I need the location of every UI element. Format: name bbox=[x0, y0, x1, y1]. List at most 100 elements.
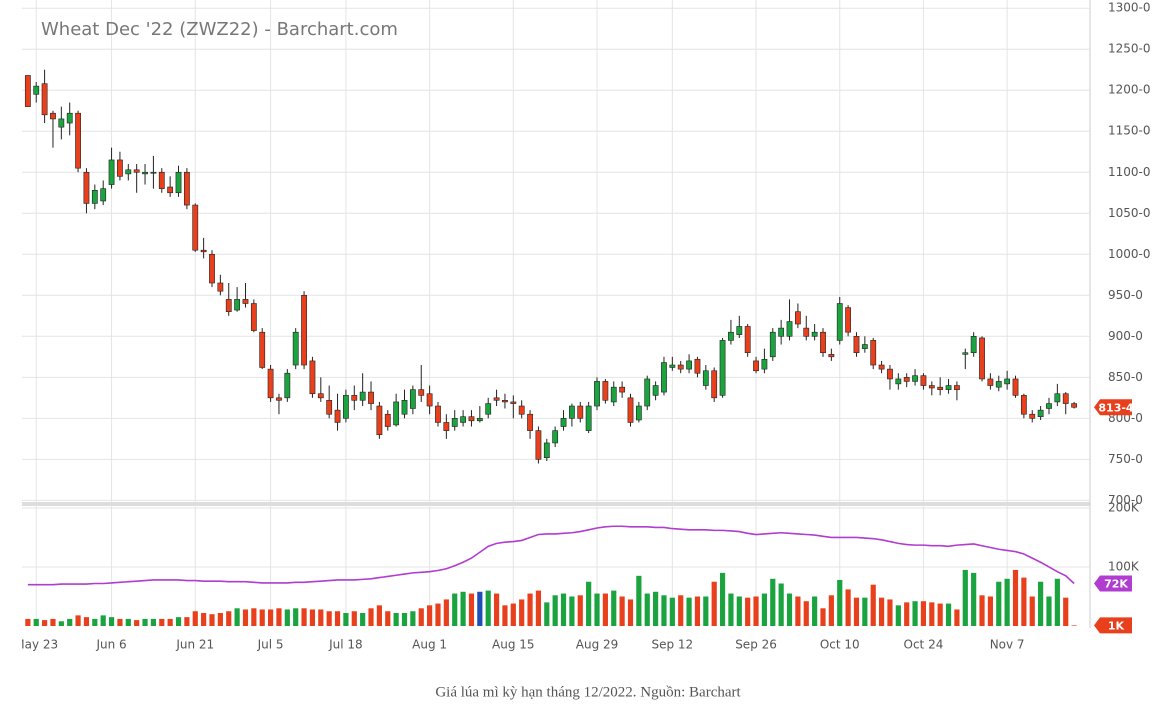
volume-bar bbox=[569, 596, 575, 626]
volume-bar bbox=[251, 608, 257, 626]
x-tick-label: Oct 24 bbox=[904, 638, 944, 652]
open-interest-badge-bg bbox=[1094, 575, 1132, 592]
volume-bar bbox=[945, 603, 952, 626]
candle-body bbox=[183, 171, 190, 206]
volume-bar bbox=[904, 602, 910, 626]
volume-bar bbox=[1038, 581, 1044, 626]
candle-body bbox=[418, 389, 425, 396]
candle-body bbox=[284, 372, 291, 399]
candle-body bbox=[276, 397, 282, 401]
volume-bar bbox=[996, 581, 1002, 626]
y-tick-label: 1000-0 bbox=[1108, 247, 1151, 261]
volume-bar bbox=[962, 569, 968, 626]
volume-bar bbox=[577, 595, 583, 626]
candle-body bbox=[250, 303, 257, 331]
volume-bar bbox=[703, 596, 709, 626]
candle-body bbox=[117, 159, 123, 177]
volume-bar bbox=[686, 597, 692, 626]
candle-body bbox=[610, 386, 617, 403]
volume-bar bbox=[435, 603, 441, 626]
candle-body bbox=[518, 405, 525, 415]
volume-bar bbox=[452, 593, 458, 626]
candle-body bbox=[510, 401, 517, 404]
volume-bar bbox=[150, 618, 157, 626]
y-tick-label: 1100-0 bbox=[1108, 165, 1151, 179]
y-tick-label: 950-0 bbox=[1108, 288, 1143, 302]
candle-body bbox=[644, 378, 651, 407]
volume-bar bbox=[351, 611, 357, 626]
candle-body bbox=[150, 171, 157, 174]
volume-bar bbox=[1071, 625, 1077, 626]
volume-bar bbox=[125, 618, 131, 626]
candle-body bbox=[175, 171, 182, 194]
y-tick-label: 1050-0 bbox=[1108, 206, 1151, 220]
volume-bar bbox=[619, 596, 625, 626]
candle-body bbox=[292, 331, 299, 366]
volume-bar bbox=[719, 572, 726, 626]
candle-body bbox=[75, 112, 81, 169]
volume-bar bbox=[108, 617, 115, 626]
y-tick-label: 1300-0 bbox=[1108, 1, 1151, 15]
volume-bar bbox=[711, 581, 717, 626]
volume-bar bbox=[468, 593, 475, 626]
price-pane bbox=[24, 69, 1077, 464]
candle-body bbox=[1020, 395, 1027, 415]
candle-body bbox=[736, 326, 743, 335]
candle-body bbox=[870, 340, 877, 366]
volume-bar bbox=[410, 611, 416, 626]
volume-bar bbox=[58, 621, 64, 626]
volume-bar bbox=[954, 609, 960, 626]
candle-body bbox=[895, 378, 902, 385]
volume-bar bbox=[502, 605, 508, 626]
volume-bar bbox=[594, 593, 600, 626]
candle-body bbox=[686, 360, 692, 370]
volume-bar bbox=[267, 609, 274, 626]
open-interest-badge: 72K bbox=[1104, 578, 1128, 591]
candle-body bbox=[820, 331, 826, 354]
volume-bar bbox=[67, 618, 73, 626]
volume-bar bbox=[75, 615, 81, 626]
candle-body bbox=[393, 401, 400, 426]
volume-bar bbox=[83, 617, 90, 626]
candle-body bbox=[995, 381, 1002, 388]
volume-bar bbox=[862, 597, 868, 626]
candle-body bbox=[24, 75, 31, 107]
volume-bar bbox=[334, 611, 341, 626]
y-tick-label: 850-0 bbox=[1108, 370, 1143, 384]
candle-body bbox=[41, 83, 48, 116]
candle-body bbox=[309, 360, 316, 395]
x-tick-label: Jul 18 bbox=[328, 638, 363, 652]
volume-bar bbox=[878, 597, 885, 626]
candle-body bbox=[58, 118, 65, 128]
volume-bar bbox=[920, 601, 927, 626]
y-axis: 700-0750-0800-0850-0900-0950-01000-01050… bbox=[1094, 1, 1151, 634]
y-tick-label: 1250-0 bbox=[1108, 42, 1151, 56]
candle-body bbox=[669, 364, 676, 368]
candle-body bbox=[861, 344, 868, 349]
candle-body bbox=[460, 416, 466, 423]
volume-bar bbox=[803, 601, 809, 626]
volume-bar bbox=[912, 601, 918, 626]
candle-body bbox=[954, 385, 960, 390]
volume-bar bbox=[418, 608, 424, 626]
candle-body bbox=[661, 362, 667, 393]
candle-body bbox=[552, 430, 559, 444]
x-tick-label: Aug 1 bbox=[412, 638, 447, 652]
candle-body bbox=[635, 405, 642, 421]
candle-body bbox=[384, 413, 391, 427]
candle-body bbox=[702, 370, 709, 386]
volume-bar bbox=[184, 617, 190, 626]
y-tick-label: 1150-0 bbox=[1108, 124, 1151, 138]
x-tick-label: Nov 7 bbox=[990, 638, 1025, 652]
x-tick-label: Aug 15 bbox=[492, 638, 535, 652]
volume-pane bbox=[25, 525, 1077, 626]
candle-body bbox=[301, 294, 307, 366]
candle-body bbox=[619, 386, 626, 393]
candle-body bbox=[569, 405, 575, 419]
candle-body bbox=[878, 364, 885, 370]
candle-body bbox=[33, 85, 40, 95]
candle-body bbox=[217, 282, 224, 292]
candle-body bbox=[1062, 393, 1069, 404]
